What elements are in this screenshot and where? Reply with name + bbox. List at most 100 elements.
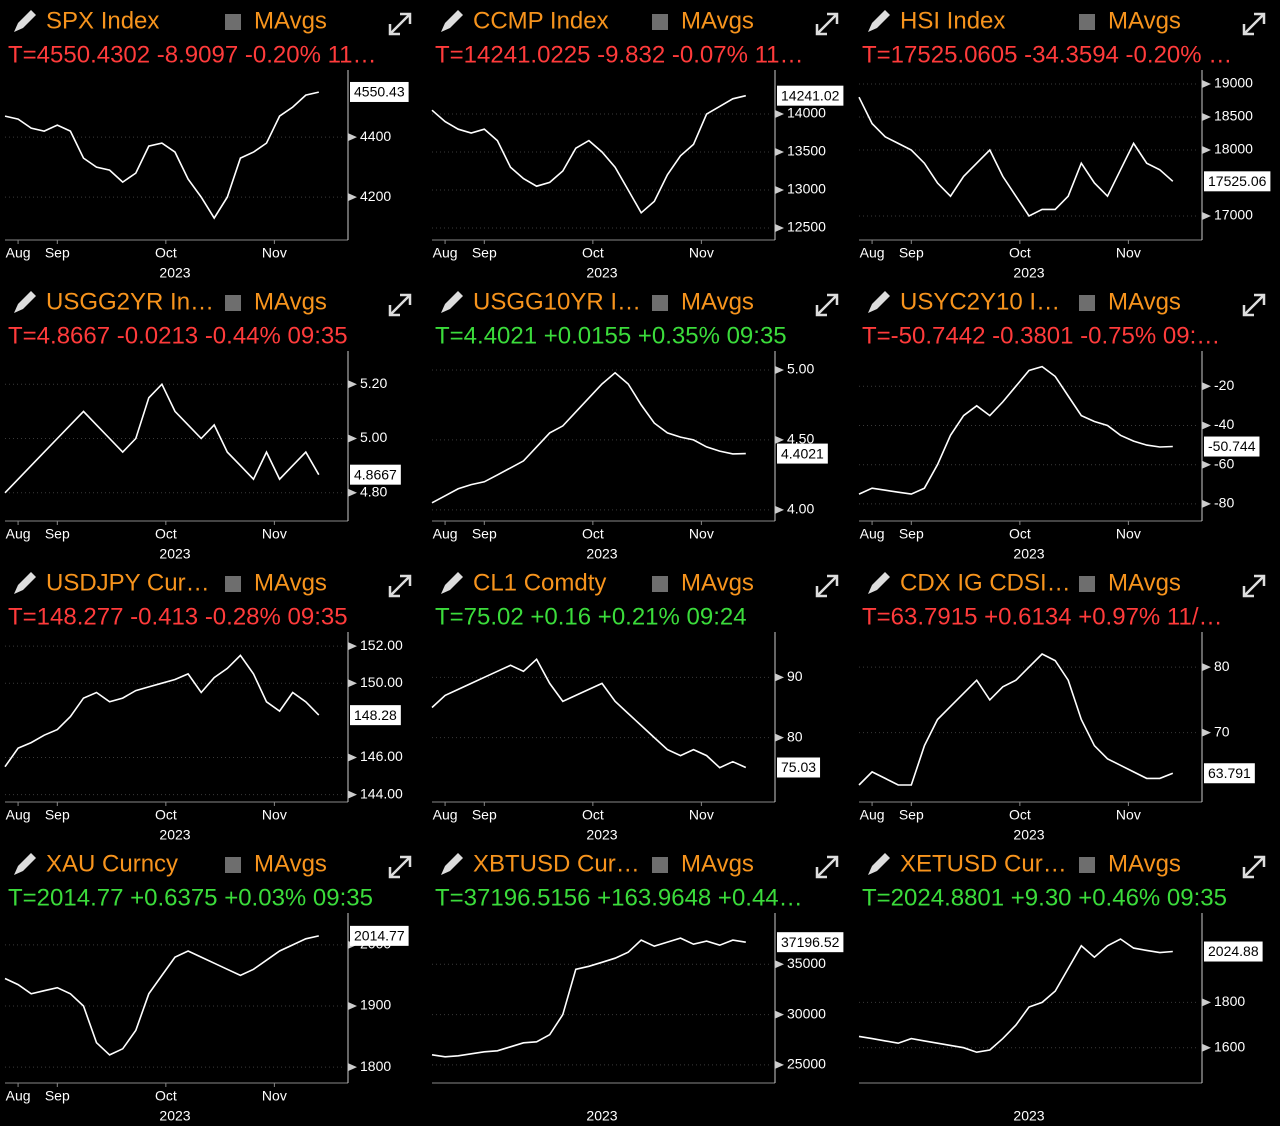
legend-checkbox[interactable] [1079,295,1095,311]
edit-icon[interactable] [868,853,890,875]
x-tick-label: Nov [689,526,714,542]
y-tick-label: 4.00 [787,501,814,517]
expand-icon[interactable] [1242,12,1266,36]
last-value-label: 2024.88 [1208,943,1259,959]
price-line [431,371,746,504]
legend-checkbox[interactable] [225,14,241,30]
legend-checkbox[interactable] [1079,14,1095,30]
y-tick [1202,382,1211,391]
x-axis-label: 2023 [1013,827,1044,843]
expand-icon[interactable] [388,293,412,317]
panel-title[interactable]: USGG10YR I… [473,288,641,315]
edit-icon[interactable] [441,572,463,594]
y-tick-label: 12500 [787,219,826,235]
y-tick-label: 70 [1214,723,1230,739]
y-tick [348,753,357,762]
y-tick-label: 4.50 [787,431,814,447]
expand-icon[interactable] [815,855,839,879]
x-tick-label: Sep [899,807,924,823]
x-tick-label: Nov [262,807,287,823]
y-tick [1202,79,1211,88]
edit-icon[interactable] [868,572,890,594]
y-tick-label: -20 [1214,377,1234,393]
price-line [858,96,1174,218]
edit-icon[interactable] [14,572,36,594]
edit-icon[interactable] [441,853,463,875]
panel-title[interactable]: XAU Curncy [46,850,178,877]
legend-checkbox[interactable] [225,295,241,311]
x-tick-label: Oct [1009,245,1031,261]
edit-icon[interactable] [868,10,890,32]
legend-checkbox[interactable] [652,295,668,311]
edit-icon[interactable] [441,291,463,313]
x-tick-label: Sep [45,807,70,823]
expand-icon[interactable] [815,12,839,36]
y-tick-label: 4200 [360,188,391,204]
legend-checkbox[interactable] [652,857,668,873]
y-tick [775,1010,784,1019]
y-tick [348,790,357,799]
y-tick-label: 144.00 [360,785,403,801]
price-line [858,365,1173,495]
legend-checkbox[interactable] [652,576,668,592]
y-tick-label: 4.80 [360,483,387,499]
panel-title[interactable]: USGG2YR In… [46,288,214,315]
x-axis-label: 2023 [159,265,190,281]
legend-checkbox[interactable] [652,14,668,30]
panel-title[interactable]: XBTUSD Cur… [473,850,640,877]
last-value-label: 75.03 [781,759,816,775]
edit-icon[interactable] [868,291,890,313]
panel-title[interactable]: HSI Index [900,7,1005,34]
edit-icon[interactable] [14,10,36,32]
x-tick-label: Oct [1009,526,1031,542]
y-tick [775,435,784,444]
price-line [4,382,320,494]
edit-icon[interactable] [14,291,36,313]
y-tick-label: 1800 [1214,993,1245,1009]
x-axis-label: 2023 [1013,1108,1044,1124]
expand-icon[interactable] [815,574,839,598]
panel-title[interactable]: CCMP Index [473,7,609,34]
y-tick-label: -60 [1214,455,1234,471]
panel-title[interactable]: USYC2Y10 I… [900,288,1060,315]
legend-checkbox[interactable] [225,857,241,873]
panel-title[interactable]: USDJPY Cur… [46,569,210,596]
y-tick [1202,1043,1211,1052]
y-tick-label: 1900 [360,997,391,1013]
expand-icon[interactable] [815,293,839,317]
panel-title[interactable]: CL1 Comdty [473,569,606,596]
price-line [858,938,1173,1054]
last-value-box [350,464,401,485]
panel-title[interactable]: SPX Index [46,7,159,34]
edit-icon[interactable] [441,10,463,32]
y-tick-label: -80 [1214,495,1234,511]
y-tick-label: 5.00 [360,429,387,445]
last-value-box [1204,763,1255,784]
quote-line: T=148.277 -0.413 -0.28% 09:35 [8,603,348,630]
panel-title[interactable]: XETUSD Cur… [900,850,1067,877]
last-value-box [1204,436,1260,457]
edit-icon[interactable] [14,853,36,875]
expand-icon[interactable] [388,12,412,36]
last-value-box [350,81,409,102]
y-tick [1202,145,1211,154]
price-line [431,94,746,215]
expand-icon[interactable] [388,574,412,598]
legend-checkbox[interactable] [1079,576,1095,592]
panel-title[interactable]: CDX IG CDSI… [900,569,1071,596]
expand-icon[interactable] [1242,855,1266,879]
expand-icon[interactable] [388,855,412,879]
y-tick [1202,112,1211,121]
price-line [858,653,1174,786]
expand-icon[interactable] [1242,293,1266,317]
quote-line: T=4.8667 -0.0213 -0.44% 09:35 [8,322,348,349]
expand-icon[interactable] [1242,574,1266,598]
last-value-box [777,932,844,953]
y-tick [348,1063,357,1072]
y-tick-label: 14000 [787,105,826,121]
legend-checkbox[interactable] [225,576,241,592]
y-tick [775,223,784,232]
x-tick-label: Aug [6,1088,31,1104]
legend-checkbox[interactable] [1079,857,1095,873]
y-tick [1202,728,1211,737]
